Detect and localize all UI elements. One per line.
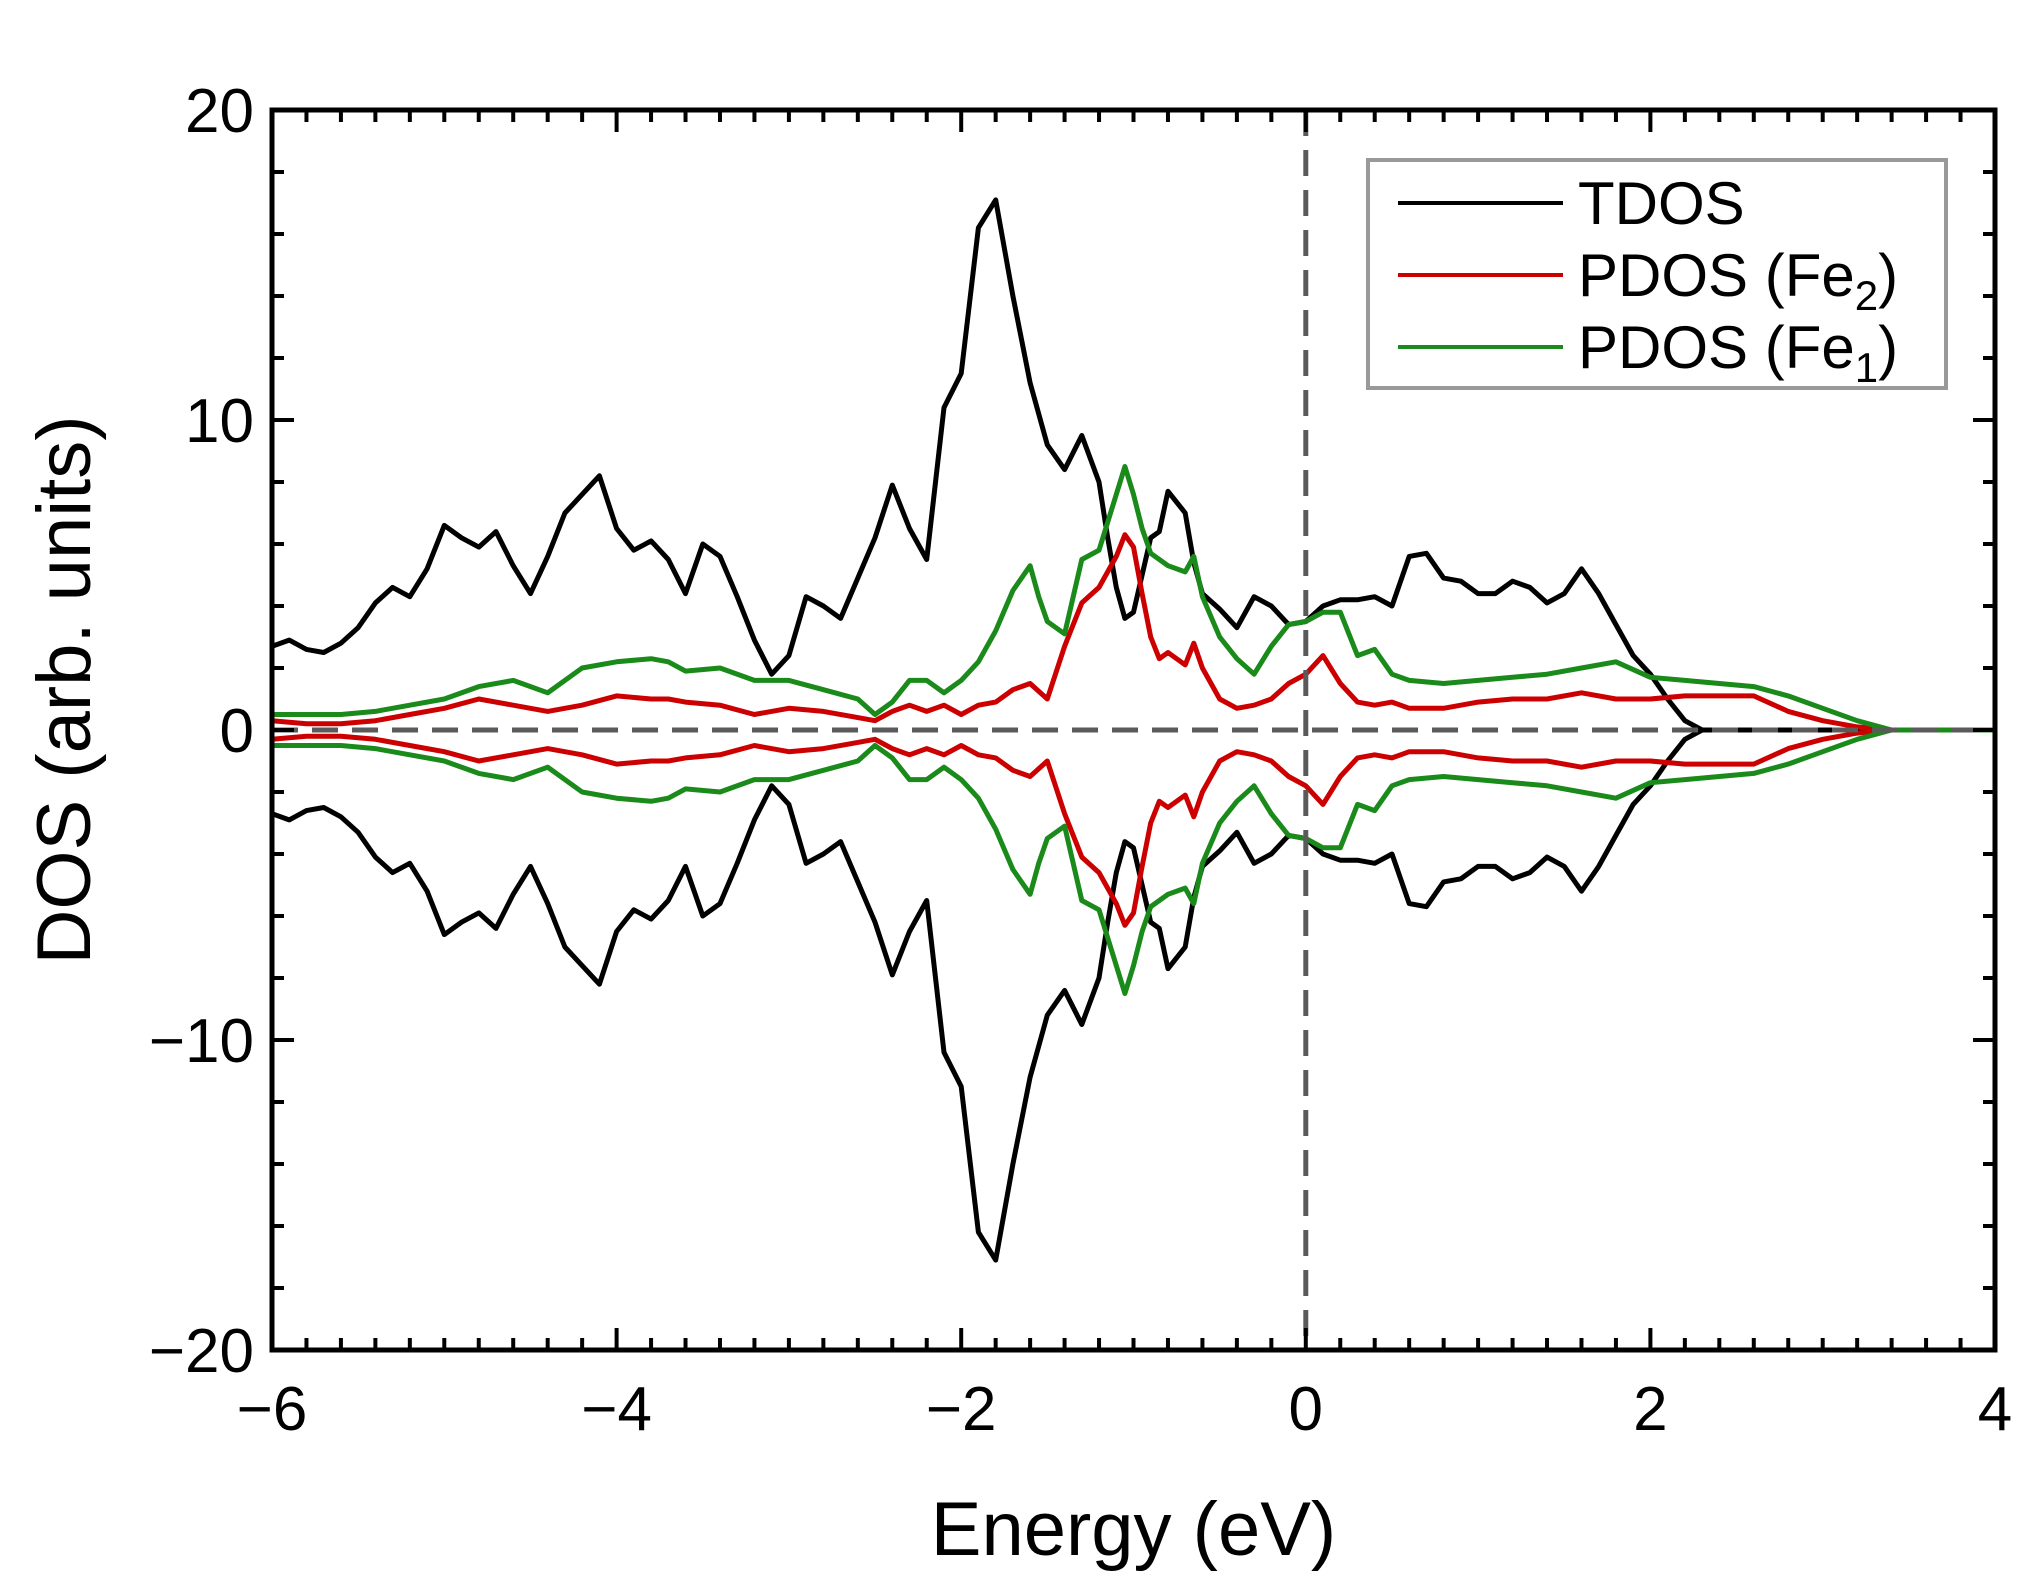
x-tick-label: −6 <box>237 1375 308 1444</box>
legend-label-pdos-fe2-main: PDOS (Fe <box>1578 242 1855 309</box>
legend-label-tdos-main: TDOS <box>1578 170 1745 237</box>
legend-label-pdos-fe2-close: ) <box>1878 242 1898 309</box>
series-line-pdos-fe2-spin-up <box>271 532 1995 733</box>
axis-ticks <box>270 108 1997 1352</box>
legend-label-pdos-fe1-main: PDOS (Fe <box>1578 314 1855 381</box>
legend-label-pdos-fe2-sub: 2 <box>1855 272 1878 319</box>
x-tick-label: −4 <box>581 1375 652 1444</box>
y-tick-label: −10 <box>149 1007 254 1076</box>
legend-label-pdos-fe1: PDOS (Fe1) <box>1578 314 1898 391</box>
x-tick-label: 0 <box>1289 1375 1323 1444</box>
legend-label-pdos-fe1-close: ) <box>1878 314 1898 381</box>
x-tick-label: 4 <box>1978 1375 2012 1444</box>
reference-lines <box>272 110 1995 1350</box>
series-line-tdos-spin-down <box>271 727 1995 1263</box>
y-tick-label: −20 <box>149 1317 254 1386</box>
series-line-pdos-fe1-spin-down <box>272 727 1995 996</box>
x-tick-label: 2 <box>1633 1375 1667 1444</box>
series-line-pdos-fe1-spin-up <box>272 464 1995 733</box>
legend-label-tdos: TDOS <box>1578 170 1745 237</box>
x-axis-title: Energy (eV) <box>931 1487 1337 1572</box>
legend-label-pdos-fe2: PDOS (Fe2) <box>1578 242 1898 319</box>
plot-series-group <box>271 197 1995 1263</box>
series-line-pdos-fe2-spin-down <box>271 727 1995 928</box>
x-tick-label: −2 <box>926 1375 997 1444</box>
y-tick-label: 20 <box>185 77 254 146</box>
series-line-tdos-spin-up <box>271 197 1995 733</box>
y-tick-label: 10 <box>185 387 254 456</box>
legend: TDOS PDOS (Fe2) PDOS (Fe1) <box>1366 158 1948 391</box>
legend-label-pdos-fe1-sub: 1 <box>1855 344 1878 391</box>
y-tick-label: 0 <box>220 697 254 766</box>
y-axis-title: DOS (arb. units) <box>22 415 107 964</box>
